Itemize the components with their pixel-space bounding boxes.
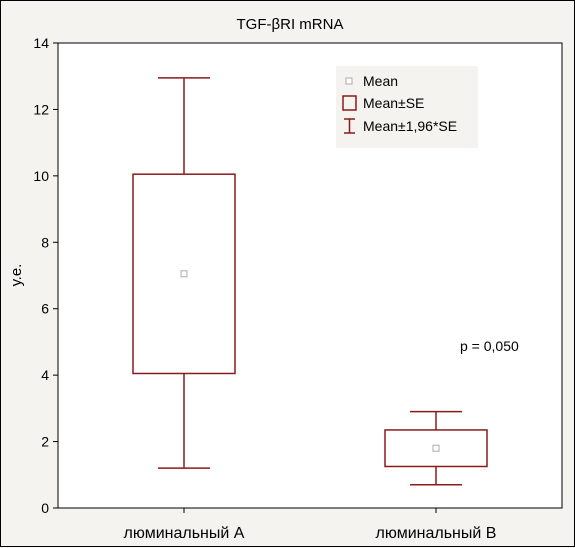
chart-title: TGF-βRI mRNA	[237, 16, 344, 33]
legend-se-symbol	[342, 95, 357, 111]
legend-box	[336, 66, 478, 148]
y-tick-label: 14	[33, 35, 49, 51]
y-axis-label: у.е.	[8, 264, 25, 287]
se-box	[384, 429, 488, 468]
y-tick-label: 4	[41, 367, 49, 383]
legend-entry-label: Mean±SE	[363, 95, 424, 111]
legend-mean-marker	[345, 77, 353, 85]
y-tick-label: 2	[41, 434, 49, 450]
y-tick-label: 6	[41, 301, 49, 317]
mean-marker	[180, 270, 188, 278]
y-tick-label: 8	[41, 234, 49, 250]
p-value-annotation: p = 0,050	[460, 338, 519, 354]
y-tick-label: 10	[33, 168, 49, 184]
legend-entry-label: Mean±1,96*SE	[363, 118, 457, 134]
y-tick-label: 0	[41, 500, 49, 516]
legend-entry-label: Mean	[363, 73, 398, 89]
mean-marker	[432, 444, 440, 452]
x-category-label: люминальный А	[124, 525, 245, 542]
se-box	[132, 173, 236, 375]
legend: Mean Mean±SE Mean±1,96*SE	[336, 66, 478, 148]
x-category-label: люминальный В	[376, 525, 497, 542]
y-tick-label: 12	[33, 101, 49, 117]
